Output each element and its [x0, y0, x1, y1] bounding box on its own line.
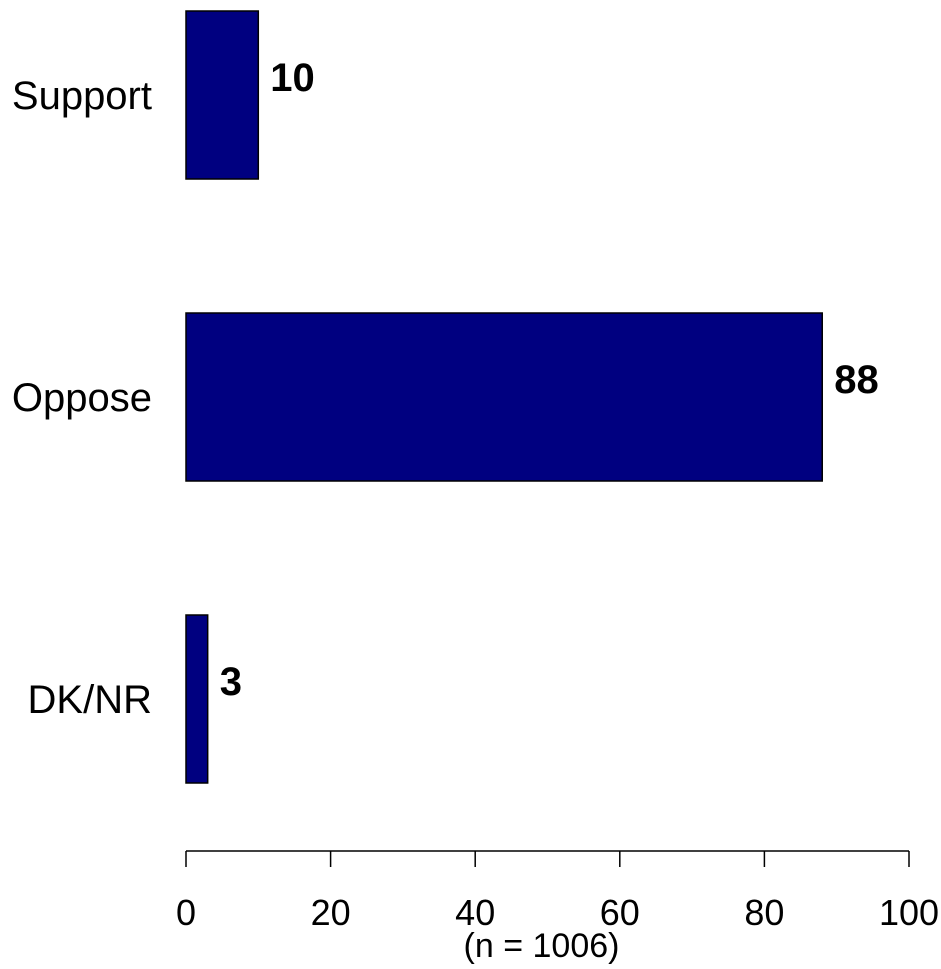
x-tick-label-100: 100 [879, 892, 939, 933]
x-axis-label: (n = 1006) [464, 927, 620, 965]
category-label-support: Support [12, 74, 152, 118]
value-label-oppose: 88 [834, 358, 879, 402]
bar-dk-nr [185, 614, 209, 784]
bar-support [185, 10, 260, 180]
category-label-oppose: Oppose [12, 376, 152, 420]
x-tick-label-20: 20 [311, 892, 351, 933]
category-label-dk-nr: DK/NR [28, 678, 152, 722]
x-tick-label-0: 0 [176, 892, 196, 933]
x-tick-label-80: 80 [744, 892, 784, 933]
bars-layer: Support 10 Oppose 88 DK/NR 3 [12, 10, 879, 784]
x-tick-label-40: 40 [455, 892, 495, 933]
x-axis: 0 20 40 60 80 100 [176, 850, 939, 933]
value-label-dk-nr: 3 [220, 660, 242, 704]
x-tick-label-60: 60 [600, 892, 640, 933]
value-label-support: 10 [270, 56, 315, 100]
bar-oppose [185, 312, 823, 482]
